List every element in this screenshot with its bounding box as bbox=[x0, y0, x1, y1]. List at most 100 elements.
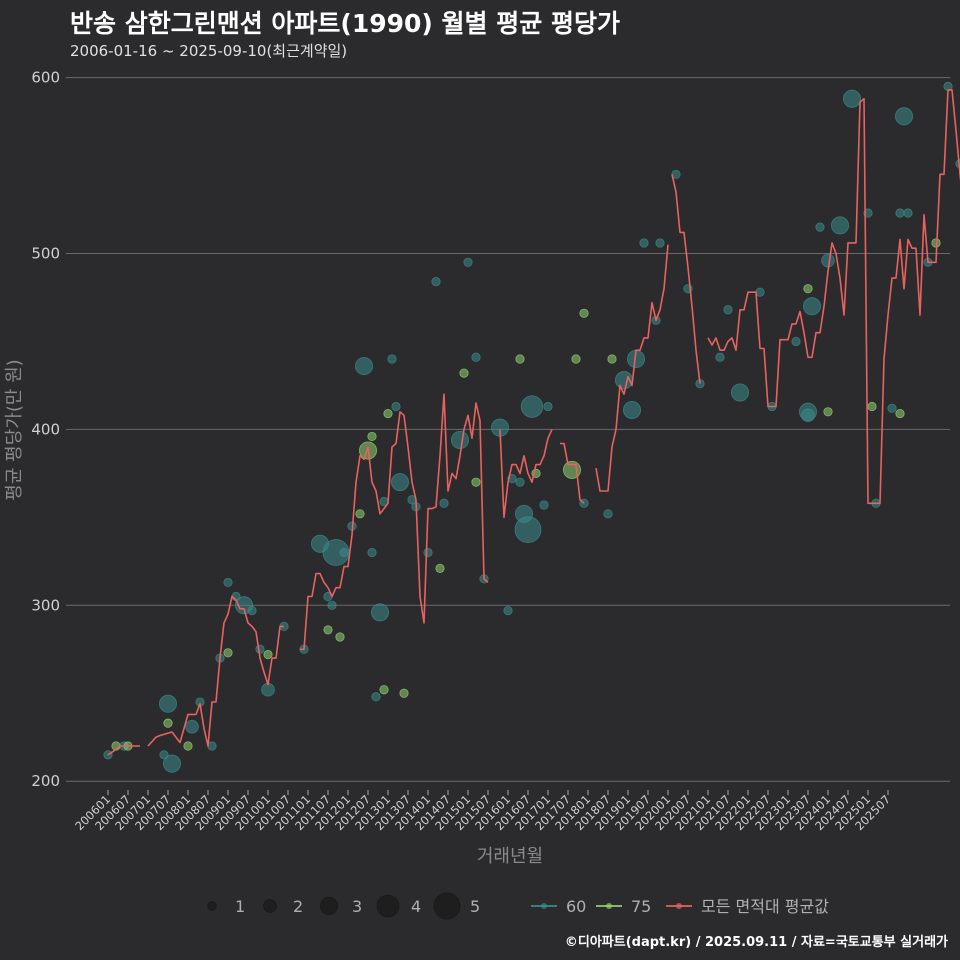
y-tick-label: 200 bbox=[31, 772, 60, 790]
point-series-75 bbox=[263, 649, 273, 660]
legend-key-point bbox=[606, 903, 612, 909]
point-series-60 bbox=[887, 403, 897, 413]
point-series-60 bbox=[639, 238, 649, 248]
point-series-60 bbox=[223, 577, 233, 588]
point-series-75 bbox=[379, 685, 389, 695]
source-caption: ©디아파트(dapt.kr) / 2025.09.11 / 자료=국토교통부 실… bbox=[564, 935, 948, 950]
average-line-segment bbox=[595, 244, 669, 492]
point-series-60 bbox=[185, 719, 199, 734]
point-series-75 bbox=[355, 509, 365, 519]
point-series-60 bbox=[821, 253, 835, 268]
point-series-60 bbox=[895, 208, 905, 218]
y-tick-label: 500 bbox=[31, 244, 60, 262]
point-series-60 bbox=[158, 694, 177, 713]
point-series-60 bbox=[431, 277, 441, 287]
point-series-75 bbox=[579, 308, 589, 318]
point-series-60 bbox=[391, 401, 401, 412]
point-series-60 bbox=[371, 692, 381, 702]
point-series-60 bbox=[539, 500, 549, 510]
point-series-75 bbox=[607, 354, 617, 364]
point-series-60 bbox=[671, 169, 681, 179]
point-series-60 bbox=[755, 287, 765, 297]
point-series-60 bbox=[903, 208, 913, 218]
point-series-60 bbox=[450, 430, 469, 449]
y-axis-ticks: 200 300 400 500 600 bbox=[31, 69, 60, 791]
legend-size-circle bbox=[376, 894, 400, 918]
grid-lines bbox=[66, 77, 950, 782]
point-series-75 bbox=[367, 431, 377, 442]
point-series-60 bbox=[439, 498, 449, 508]
point-series-60 bbox=[367, 547, 377, 558]
point-series-60 bbox=[623, 401, 642, 420]
average-line-segment bbox=[707, 89, 960, 505]
legend-size-label: 5 bbox=[470, 897, 480, 916]
legend-size-label: 3 bbox=[352, 897, 362, 916]
legend-size-label: 1 bbox=[235, 897, 245, 916]
point-series-60 bbox=[370, 603, 389, 622]
point-series-75 bbox=[335, 632, 345, 642]
legend-size-circle bbox=[263, 899, 277, 913]
x-axis-ticks: 2006012006072007012007072008012008072009… bbox=[72, 790, 893, 833]
legend-series-label: 75 bbox=[631, 897, 651, 916]
legend-series-label: 모든 면적대 평균값 bbox=[701, 897, 829, 916]
point-series-75 bbox=[895, 408, 905, 419]
point-series-60 bbox=[723, 305, 733, 315]
y-tick-label: 400 bbox=[31, 420, 60, 438]
point-series-60 bbox=[831, 216, 850, 235]
average-line-segment bbox=[147, 595, 284, 747]
point-series-60 bbox=[514, 516, 542, 544]
point-series-60 bbox=[463, 257, 473, 267]
point-series-60 bbox=[162, 754, 181, 773]
average-line-segment bbox=[107, 745, 140, 756]
point-series-60 bbox=[387, 354, 397, 364]
point-series-75 bbox=[803, 284, 813, 294]
point-series-75 bbox=[867, 401, 877, 412]
y-tick-label: 300 bbox=[31, 596, 60, 614]
point-series-75 bbox=[383, 408, 393, 419]
point-series-75 bbox=[435, 563, 445, 573]
point-series-60 bbox=[731, 383, 750, 402]
average-line bbox=[107, 89, 960, 756]
page-subtitle: 2006-01-16 ~ 2025-09-10(최근계약일) bbox=[70, 42, 348, 60]
point-series-60 bbox=[339, 547, 349, 558]
point-series-60 bbox=[895, 107, 914, 126]
average-line-segment bbox=[499, 429, 553, 519]
point-series-60 bbox=[503, 605, 513, 616]
point-series-60 bbox=[715, 352, 725, 362]
y-axis-label: 평균 평당가(만 원) bbox=[4, 359, 25, 500]
average-line-segment bbox=[671, 174, 701, 384]
point-series-60 bbox=[655, 238, 665, 248]
data-points bbox=[103, 81, 960, 773]
point-series-60 bbox=[603, 509, 613, 519]
legend: 1 2 3 4 5 60 75 모든 면적대 평균값 bbox=[207, 892, 829, 920]
point-series-60 bbox=[803, 297, 822, 316]
legend-size-label: 4 bbox=[411, 897, 421, 916]
point-series-60 bbox=[390, 473, 409, 492]
point-series-75 bbox=[223, 648, 233, 658]
legend-series-label: 60 bbox=[566, 897, 586, 916]
point-series-60 bbox=[543, 401, 553, 412]
point-series-60 bbox=[247, 605, 257, 616]
legend-key-point bbox=[676, 903, 682, 909]
point-series-60 bbox=[255, 644, 265, 654]
point-series-75 bbox=[571, 354, 581, 364]
point-series-60 bbox=[103, 750, 113, 760]
point-series-75 bbox=[823, 407, 833, 417]
point-series-60 bbox=[520, 395, 544, 418]
point-series-60 bbox=[327, 600, 337, 610]
point-series-75 bbox=[515, 354, 525, 364]
point-series-60 bbox=[815, 222, 825, 232]
point-series-75 bbox=[323, 625, 333, 635]
point-series-75 bbox=[399, 688, 409, 698]
x-axis-label: 거래년월 bbox=[477, 846, 543, 867]
point-series-60 bbox=[791, 336, 801, 347]
point-series-75 bbox=[163, 718, 173, 728]
point-series-60 bbox=[515, 477, 525, 487]
y-tick-label: 600 bbox=[31, 69, 60, 87]
point-series-60 bbox=[471, 352, 481, 362]
legend-size-circle bbox=[433, 892, 461, 920]
point-series-60 bbox=[843, 89, 862, 108]
point-series-75 bbox=[183, 741, 193, 751]
legend-size-circle bbox=[319, 896, 339, 916]
